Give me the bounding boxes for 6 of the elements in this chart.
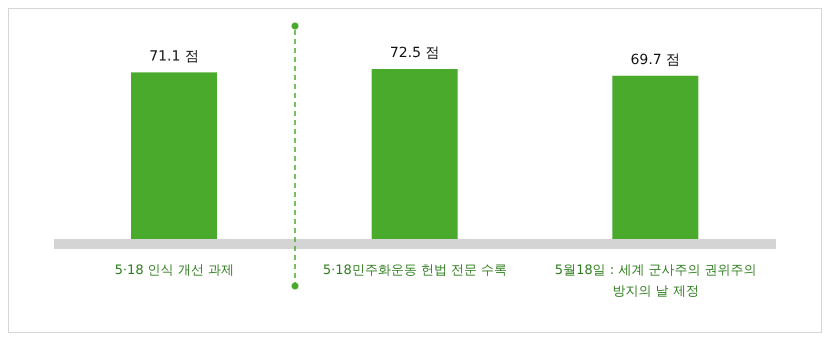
data-label: 71.1 점 [149,48,199,64]
x-tick-label: 5·18 인식 개선 과제 [114,263,234,278]
data-label: 72.5 점 [390,45,440,61]
x-tick-label: 5월18일 : 세계 군사주의 권위주의 방지의 날 제정 [554,263,757,299]
data-label: 69.7 점 [630,52,680,68]
x-tick-label: 5·18민주화운동 헌법 전문 수록 [322,263,508,278]
